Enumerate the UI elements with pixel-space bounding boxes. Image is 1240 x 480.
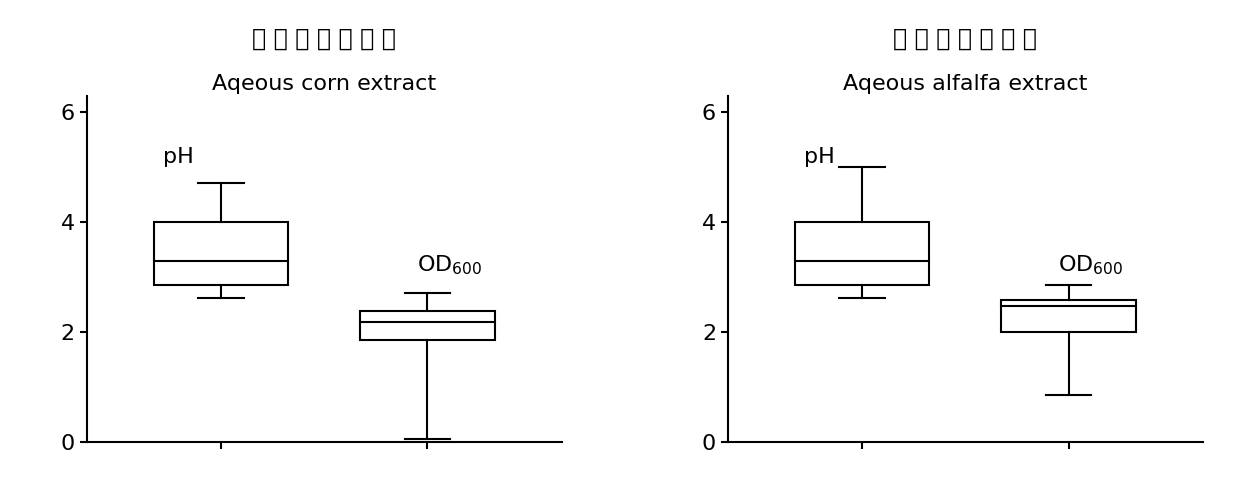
Bar (795, 222, 929, 285)
Text: pH: pH (805, 147, 835, 168)
Text: OD$_{600}$: OD$_{600}$ (417, 253, 482, 277)
Text: OD$_{600}$: OD$_{600}$ (1058, 253, 1123, 277)
Bar (154, 222, 288, 285)
Title: Aqeous corn extract: Aqeous corn extract (212, 74, 436, 95)
Title: Aqeous alfalfa extract: Aqeous alfalfa extract (843, 74, 1087, 95)
Text: 苜 蓿 绿 汁 发 酵 液: 苜 蓿 绿 汁 发 酵 液 (893, 27, 1038, 51)
Text: 玉 米 绿 汁 发 酵 液: 玉 米 绿 汁 发 酵 液 (252, 27, 397, 51)
Text: pH: pH (164, 147, 193, 168)
Bar (1002, 300, 1136, 332)
Bar (361, 311, 495, 340)
